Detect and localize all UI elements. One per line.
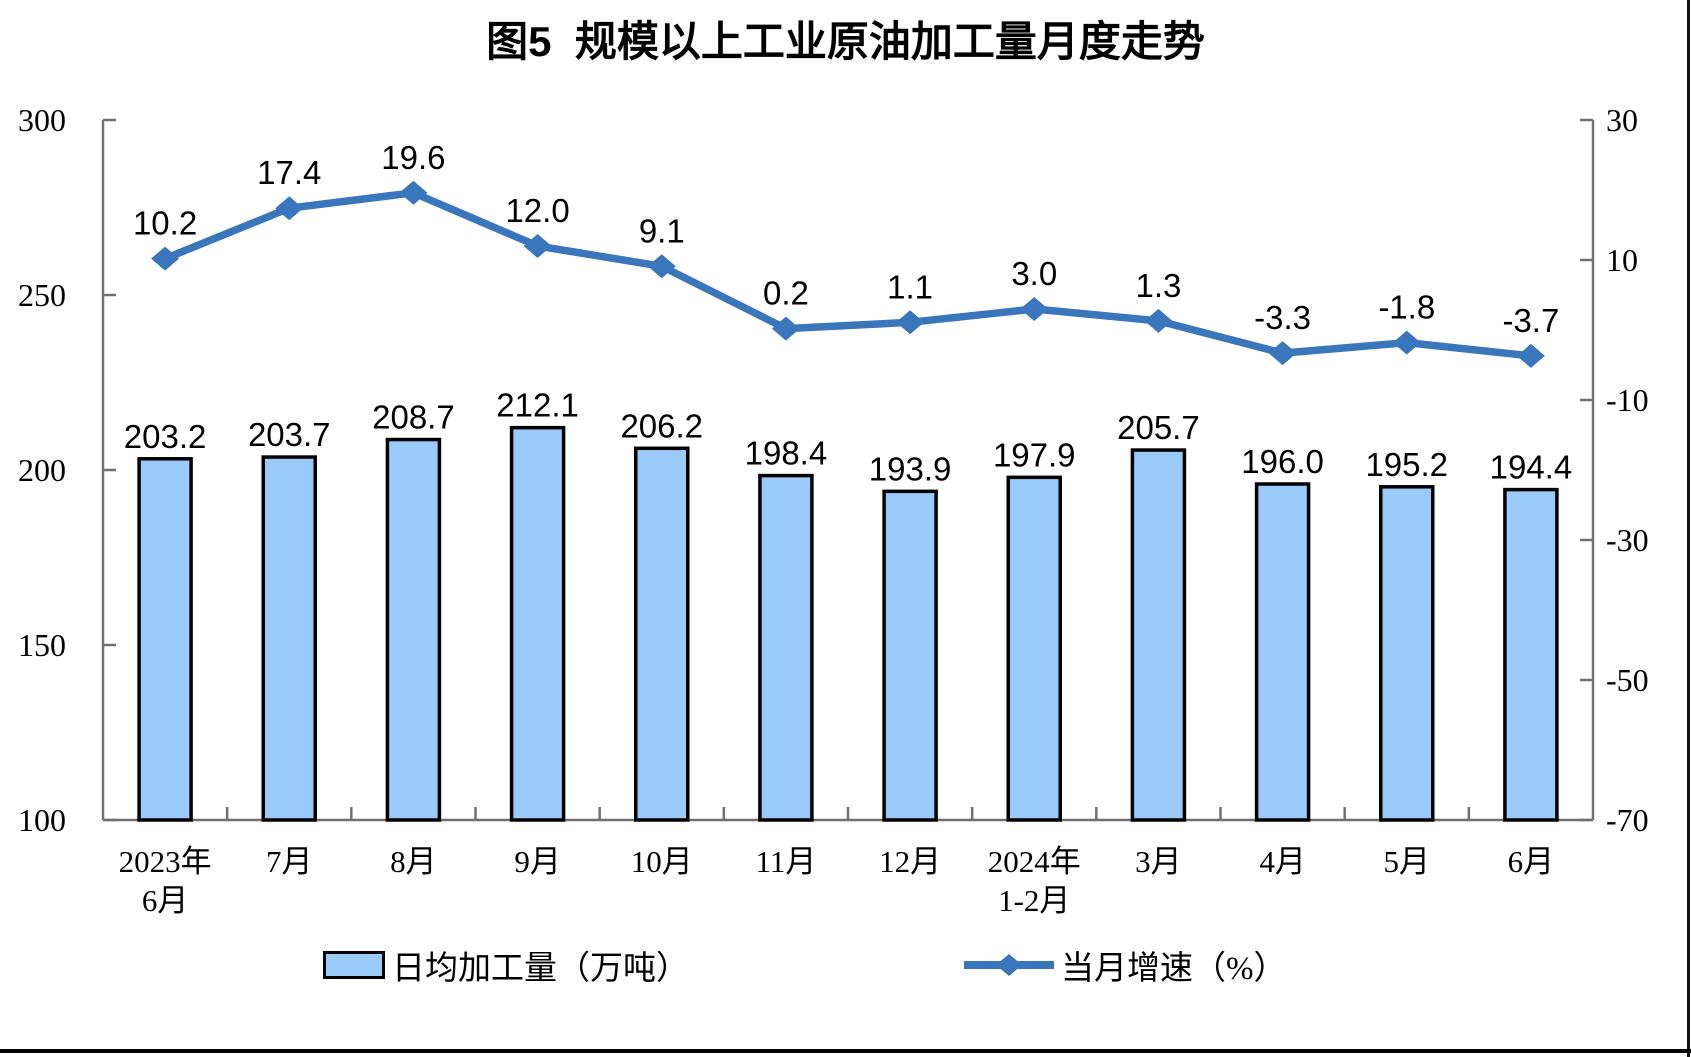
right-axis-tick-label: -30 <box>1606 522 1649 558</box>
line-point <box>1392 330 1421 355</box>
line-point <box>523 234 552 258</box>
x-tick-label: 7月 <box>266 844 313 879</box>
left-axis-tick-label: 250 <box>18 277 66 313</box>
bar <box>634 446 690 822</box>
bar-value-label: 196.0 <box>1241 443 1324 480</box>
x-tick-label: 6月 <box>1508 844 1555 879</box>
bar-value-label: 208.7 <box>372 399 455 436</box>
bar-legend-label: 日均加工量（万吨） <box>392 951 689 987</box>
x-tick-label: 4月 <box>1259 844 1306 879</box>
x-tick-label: 2024年 <box>988 844 1081 879</box>
x-tick-label: 3月 <box>1135 844 1182 879</box>
bar-value-label: 205.7 <box>1117 409 1200 446</box>
bar <box>261 455 317 822</box>
line-value-label: -3.3 <box>1254 299 1311 336</box>
x-tick-label-line2: 6月 <box>142 883 189 918</box>
x-tick-label: 5月 <box>1384 844 1431 879</box>
line-point <box>771 316 800 341</box>
line-point <box>647 254 676 279</box>
bar <box>137 457 193 822</box>
line-point <box>896 310 925 335</box>
x-tick-label: 12月 <box>879 844 941 879</box>
x-tick-label: 10月 <box>631 844 693 879</box>
line-value-label: 12.0 <box>505 192 569 229</box>
line-value-label: 3.0 <box>1011 255 1057 292</box>
line-point <box>1144 308 1173 333</box>
bar-value-label: 203.7 <box>248 416 331 453</box>
legend-item-bar: 日均加工量（万吨） <box>323 945 689 987</box>
right-axis-tick-label: 30 <box>1606 102 1638 138</box>
line-value-label: 0.2 <box>763 275 809 312</box>
right-axis-tick-label: -50 <box>1606 662 1649 698</box>
bar <box>1254 482 1311 822</box>
bar-value-label: 193.9 <box>869 450 952 487</box>
bar <box>1503 487 1559 822</box>
bar <box>882 489 938 822</box>
line-legend-label: 当月增速（%） <box>1061 951 1287 987</box>
bar <box>385 437 442 822</box>
bar-value-label: 206.2 <box>620 407 703 444</box>
line-legend-marker <box>964 954 1054 976</box>
left-axis-tick-label: 200 <box>18 452 66 488</box>
line-value-label: 19.6 <box>381 139 445 176</box>
line-point <box>1268 341 1297 366</box>
bar-value-label: 198.4 <box>745 435 828 472</box>
x-tick-label: 2023年 <box>119 844 212 879</box>
bar <box>509 425 566 822</box>
bar <box>1379 485 1435 822</box>
bar-legend-swatch <box>323 951 385 979</box>
x-tick-label: 11月 <box>755 844 816 879</box>
line-value-label: -1.8 <box>1378 289 1435 326</box>
x-tick-label-line2: 1-2月 <box>998 883 1070 918</box>
line-value-label: 10.2 <box>133 205 197 242</box>
left-axis-tick-label: 300 <box>18 102 66 138</box>
right-axis-tick-label: -70 <box>1606 802 1649 838</box>
growth-line <box>161 189 1535 360</box>
right-axis-tick-label: 10 <box>1606 242 1638 278</box>
line-value-label: 9.1 <box>639 212 685 249</box>
left-axis-tick-label: 150 <box>18 627 66 663</box>
line-point <box>151 246 180 271</box>
x-tick-label: 9月 <box>514 844 561 879</box>
right-axis-tick-label: -10 <box>1606 382 1649 418</box>
bar-value-label: 197.9 <box>993 436 1076 473</box>
bottom-border-bar <box>0 1049 1691 1053</box>
bar <box>1006 475 1062 822</box>
left-axis-tick-label: 100 <box>18 802 66 838</box>
line-value-label: 1.3 <box>1135 267 1181 304</box>
line-point <box>1516 343 1545 368</box>
bar-value-label: 194.4 <box>1490 449 1573 486</box>
line-value-label: -3.7 <box>1502 302 1559 339</box>
right-border-line <box>1687 0 1690 1057</box>
chart-title: 图5 规模以上工业原油加工量月度走势 <box>486 18 1205 65</box>
bar <box>758 473 814 822</box>
line-point <box>275 196 304 221</box>
x-tick-label: 8月 <box>390 844 437 879</box>
bar-value-label: 212.1 <box>496 387 579 424</box>
line-value-label: 1.1 <box>887 268 933 305</box>
line-point <box>399 180 428 205</box>
bar-value-label: 203.2 <box>124 418 207 455</box>
legend-item-line: 当月增速（%） <box>962 945 1287 987</box>
line-value-label: 17.4 <box>257 154 321 191</box>
line-point <box>1020 297 1049 321</box>
bar-value-label: 195.2 <box>1365 446 1448 483</box>
bar <box>1130 448 1187 822</box>
